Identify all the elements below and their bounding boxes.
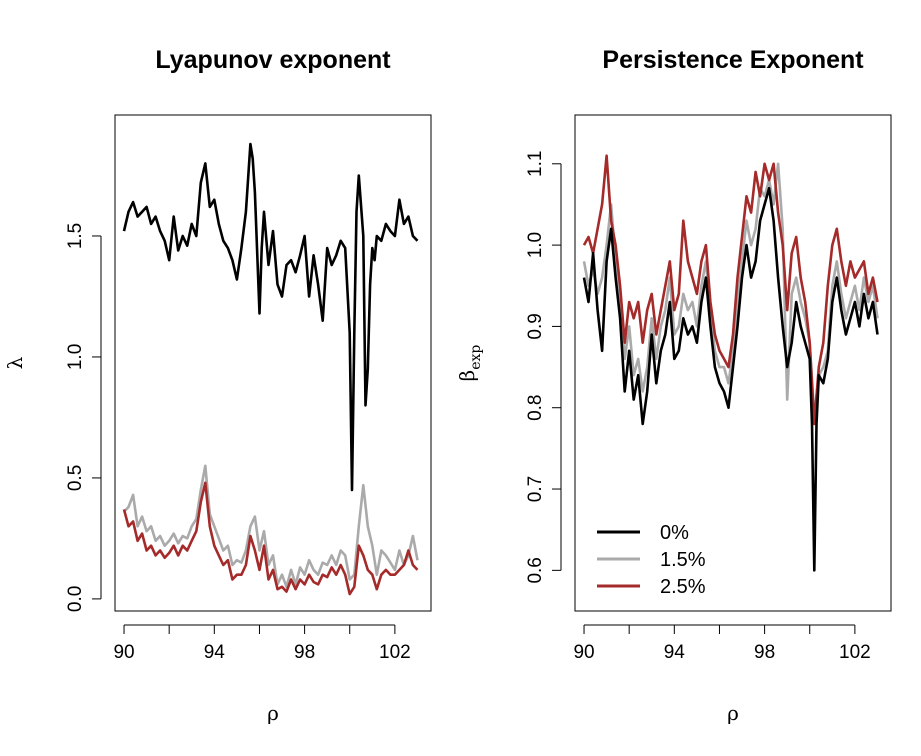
lyapunov-title: Lyapunov exponent bbox=[155, 46, 391, 74]
lyapunov-y-tick-label: 1.5 bbox=[65, 223, 86, 249]
persistence-axes: 90 94 98 102 0.6 0.7 0.8 0.9 1.0 1.1 bbox=[525, 151, 871, 663]
lyapunov-x-tick-label: 94 bbox=[204, 642, 226, 663]
legend-label-1: 1.5% bbox=[660, 549, 706, 571]
persistence-series-line-2 bbox=[582, 154, 879, 426]
legend-label-0: 0% bbox=[660, 522, 689, 544]
lyapunov-x-tick-label: 98 bbox=[294, 642, 315, 663]
lyapunov-axes: 90 94 98 102 0.0 0.5 1.0 1.5 bbox=[65, 223, 411, 663]
persistence-y-label-sub: exp bbox=[468, 345, 484, 370]
lyapunov-y-label: λ bbox=[3, 356, 27, 369]
persistence-x-tick-label: 98 bbox=[754, 642, 775, 663]
persistence-y-tick-label: 1.0 bbox=[525, 232, 546, 258]
lyapunov-panel: Lyapunov exponent 90 94 98 1020.00.51.01.5 … bbox=[3, 46, 432, 725]
persistence-y-tick-label: 0.8 bbox=[525, 395, 546, 421]
persistence-y-tick-label: 0.7 bbox=[525, 476, 546, 502]
persistence-y-label-main: β bbox=[455, 370, 479, 382]
lyapunov-x-tick-label: 102 bbox=[379, 642, 411, 663]
lyapunov-plot-frame bbox=[114, 114, 432, 612]
persistence-y-label: βexp bbox=[455, 345, 484, 382]
persistence-x-label: ρ bbox=[727, 701, 739, 725]
persistence-y-tick-label: 0.9 bbox=[525, 313, 546, 339]
persistence-plot-frame bbox=[574, 114, 892, 612]
legend: 0% 1.5% 2.5% bbox=[597, 522, 706, 598]
lyapunov-series-line-2 bbox=[122, 481, 419, 596]
lyapunov-x-label: ρ bbox=[267, 701, 279, 725]
lyapunov-y-tick-label: 0.5 bbox=[65, 465, 86, 491]
persistence-x-tick-label: 102 bbox=[839, 642, 871, 663]
lyapunov-series bbox=[122, 142, 419, 596]
lyapunov-x-tick-label: 90 bbox=[113, 642, 134, 663]
persistence-x-tick-label: 90 bbox=[573, 642, 594, 663]
persistence-panel: Persistence Exponent 90 94 98 102 0.6 0.7 0.8 0… bbox=[455, 46, 892, 725]
lyapunov-series-line-1 bbox=[123, 464, 419, 589]
persistence-y-tick-label: 1.1 bbox=[525, 151, 546, 177]
lyapunov-series-line-0 bbox=[122, 142, 419, 492]
persistence-x-tick-label: 94 bbox=[664, 642, 686, 663]
lyapunov-y-tick-label: 0.0 bbox=[65, 586, 86, 612]
persistence-y-tick-label: 0.6 bbox=[525, 557, 546, 583]
persistence-series bbox=[582, 154, 879, 572]
legend-label-2: 2.5% bbox=[660, 576, 706, 598]
persistence-series-line-0 bbox=[582, 186, 879, 572]
lyapunov-y-tick-label: 1.0 bbox=[65, 344, 86, 370]
persistence-title: Persistence Exponent bbox=[602, 46, 864, 74]
